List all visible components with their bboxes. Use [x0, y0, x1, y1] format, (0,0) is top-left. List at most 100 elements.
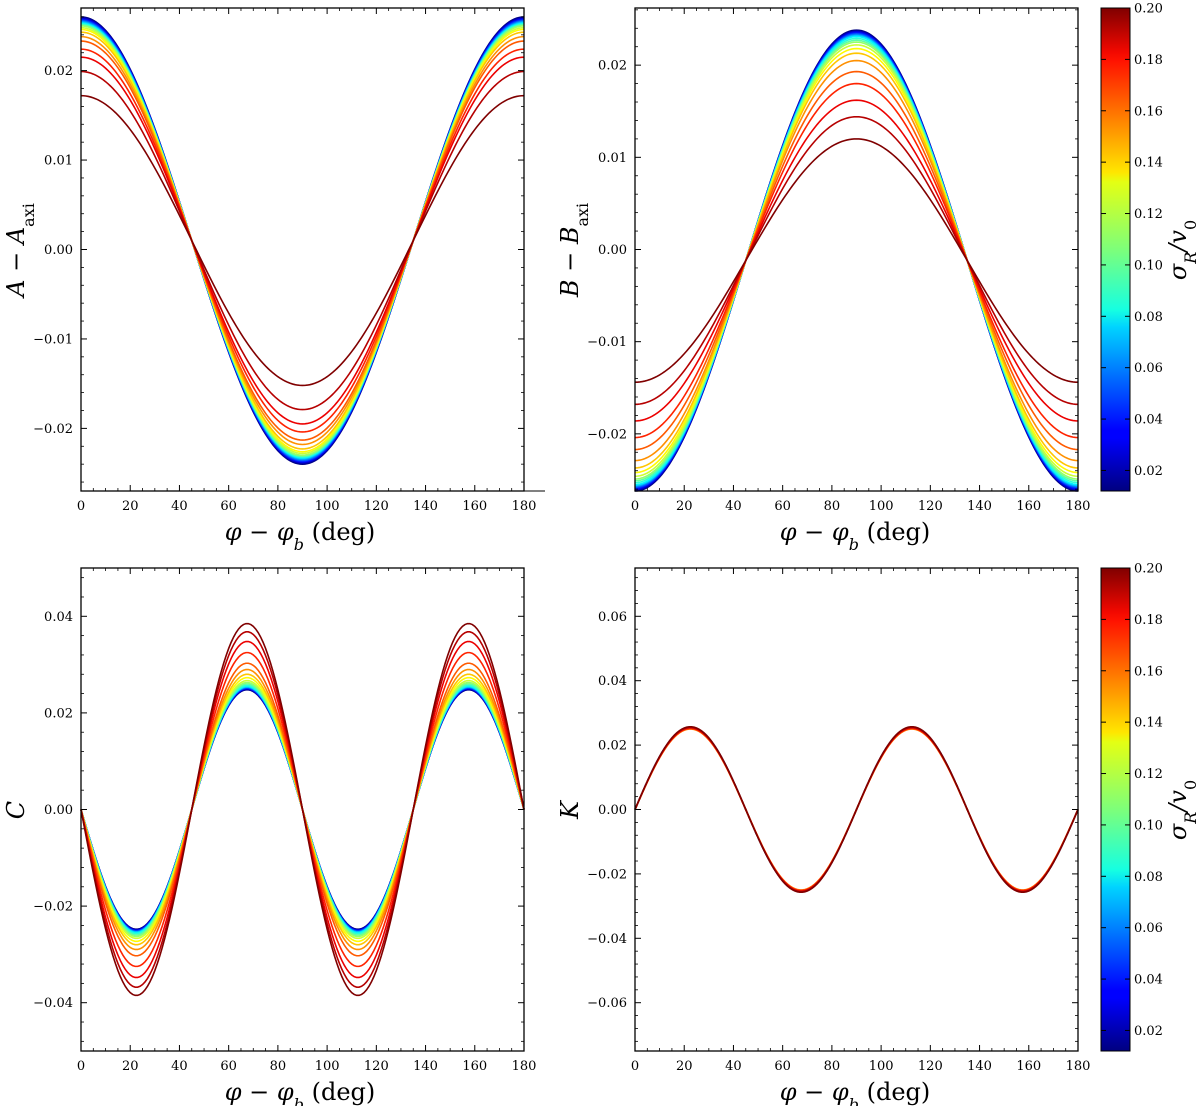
y-tick-label: 0.01: [44, 154, 73, 169]
series-line-sigma-0.10: [634, 39, 1079, 482]
colorbar-bottom: 0.02 0.04 0.06 0.08 0.10 0.12 0.14 0.16 0.18 0.20…: [1100, 562, 1200, 1052]
x-tick-label: 180: [512, 1059, 537, 1074]
series-line-sigma-0.14: [80, 31, 525, 450]
colorbar-bottom-gradient: [1100, 567, 1131, 1052]
panel-k-x-axis-label: φ − φb (deg): [780, 1078, 931, 1106]
series-line-sigma-0.04: [634, 32, 1079, 490]
y-tick-label: 0.01: [598, 151, 627, 166]
x-tick-label: 140: [967, 499, 992, 514]
panel-b-ticks: 0 20 40 60 80 100 120 140 160 180 −0.02 −0.01 0.00 0.…: [587, 8, 1090, 514]
x-tick-label: 40: [171, 499, 188, 514]
colorbar-bottom-ticks: 0.02 0.04 0.06 0.08 0.10 0.12 0.14 0.16 0.18 0.20: [1101, 562, 1163, 1039]
x-tick-label: 120: [364, 499, 389, 514]
colorbar-tick-label: 0.20: [1134, 2, 1163, 17]
series-line-sigma-0.05: [80, 19, 525, 462]
x-tick-label: 80: [270, 1059, 287, 1074]
colorbar-tick-label: 0.02: [1134, 1024, 1163, 1039]
series-line-sigma-0.20: [634, 138, 1079, 384]
panel-c-chart: 0 20 40 60 80 100 120 140 160 180 −0.04 −0.02 0.00 0.…: [2, 567, 536, 1106]
colorbar-tick-label: 0.12: [1134, 207, 1163, 222]
series-line-sigma-0.07: [80, 21, 525, 460]
x-tick-label: 80: [270, 499, 287, 514]
colorbar-tick-label: 0.10: [1134, 258, 1163, 273]
x-tick-label: 100: [869, 1059, 894, 1074]
series-line-sigma-0.17: [80, 48, 525, 433]
y-tick-label: −0.02: [587, 427, 627, 442]
panel-a-chart: 0 20 40 60 80 100 120 140 160 180 −0.02 −0.01 0.00 0.…: [2, 7, 545, 554]
x-tick-label: 180: [512, 499, 537, 514]
colorbar-tick-label: 0.04: [1134, 413, 1163, 428]
y-tick-label: 0.04: [44, 610, 73, 625]
series-line-sigma-0.01: [80, 16, 525, 465]
series-line-sigma-0.07: [634, 34, 1079, 487]
panel-b-curves: [634, 29, 1079, 492]
series-line-sigma-0.18: [634, 99, 1079, 422]
x-tick-label: 0: [631, 499, 639, 514]
series-line-sigma-0.11: [80, 25, 525, 457]
series-line-sigma-0.09: [80, 23, 525, 458]
y-tick-label: −0.01: [33, 332, 73, 347]
colorbar-tick-label: 0.06: [1134, 921, 1163, 936]
x-tick-label: 60: [774, 1059, 791, 1074]
colorbar-tick-label: 0.02: [1134, 464, 1163, 479]
series-line-sigma-0.16: [80, 40, 525, 441]
series-line-sigma-0.06: [80, 20, 525, 461]
x-tick-label: 120: [364, 1059, 389, 1074]
panel-a-curves: [80, 16, 525, 465]
series-line-sigma-0.13: [80, 28, 525, 453]
x-tick-label: 60: [220, 499, 237, 514]
colorbar-tick-label: 0.18: [1134, 53, 1163, 68]
y-tick-label: 0.00: [598, 243, 627, 258]
x-tick-label: 20: [122, 499, 139, 514]
series-line-sigma-0.12: [634, 44, 1079, 478]
x-tick-label: 160: [1016, 1059, 1041, 1074]
series-line-sigma-0.01: [634, 29, 1079, 492]
x-tick-label: 0: [631, 1059, 639, 1074]
x-tick-label: 140: [967, 1059, 992, 1074]
x-tick-label: 100: [315, 1059, 340, 1074]
colorbar-tick-label: 0.10: [1134, 818, 1163, 833]
series-line-sigma-0.05: [634, 33, 1079, 489]
series-line-sigma-0.11: [634, 41, 1079, 480]
panel-k-frame: [634, 567, 1079, 1052]
series-line-sigma-0.15: [634, 59, 1079, 462]
y-tick-label: −0.02: [33, 900, 73, 915]
y-tick-label: 0.02: [44, 706, 73, 721]
y-tick-label: 0.02: [598, 739, 627, 754]
series-line-sigma-0.14: [634, 52, 1079, 469]
y-tick-label: 0.00: [598, 803, 627, 818]
colorbar-top: 0.02 0.04 0.06 0.08 0.10 0.12 0.14 0.16 0.18 0.20…: [1100, 2, 1200, 492]
series-line-sigma-0.04: [80, 18, 525, 463]
series-line-sigma-0.09: [634, 37, 1079, 484]
colorbar-tick-label: 0.14: [1134, 716, 1163, 731]
panel-k-ticks: 0 20 40 60 80 100 120 140 160 180 −0.06 −0.04 −0.02 0…: [587, 568, 1090, 1074]
panel-b-frame: [634, 7, 1079, 492]
panel-a-frame: [80, 7, 525, 492]
x-tick-label: 0: [77, 1059, 85, 1074]
y-tick-label: 0.04: [598, 674, 627, 689]
series-line-sigma-0.19: [80, 70, 525, 411]
y-tick-label: −0.01: [587, 335, 627, 350]
colorbar-tick-label: 0.16: [1134, 104, 1163, 119]
x-tick-label: 20: [676, 1059, 693, 1074]
y-tick-label: −0.06: [587, 996, 627, 1011]
series-line-sigma-0.20: [80, 94, 525, 387]
x-tick-label: 160: [462, 499, 487, 514]
y-tick-label: −0.02: [587, 867, 627, 882]
panel-c-ticks: 0 20 40 60 80 100 120 140 160 180 −0.04 −0.02 0.00 0.…: [33, 568, 536, 1074]
colorbar-tick-label: 0.20: [1134, 562, 1163, 577]
panel-a-x-axis-label: φ − φb (deg): [225, 518, 376, 554]
x-tick-label: 20: [676, 499, 693, 514]
colorbar-top-ticks: 0.02 0.04 0.06 0.08 0.10 0.12 0.14 0.16 0.18 0.20: [1101, 2, 1163, 479]
series-line-sigma-0.13: [634, 47, 1079, 474]
series-line-sigma-0.03: [80, 17, 525, 464]
y-tick-label: −0.02: [33, 422, 73, 437]
x-tick-label: 60: [774, 499, 791, 514]
x-tick-label: 40: [171, 1059, 188, 1074]
x-tick-label: 120: [918, 499, 943, 514]
x-tick-label: 120: [918, 1059, 943, 1074]
panel-k-chart: 0 20 40 60 80 100 120 140 160 180 −0.06 −0.04 −0.02 0…: [556, 567, 1090, 1106]
series-line-sigma-0.16: [634, 70, 1079, 451]
panel-b-chart: 0 20 40 60 80 100 120 140 160 180 −0.02 −0.01 0.00 0.…: [556, 7, 1090, 554]
